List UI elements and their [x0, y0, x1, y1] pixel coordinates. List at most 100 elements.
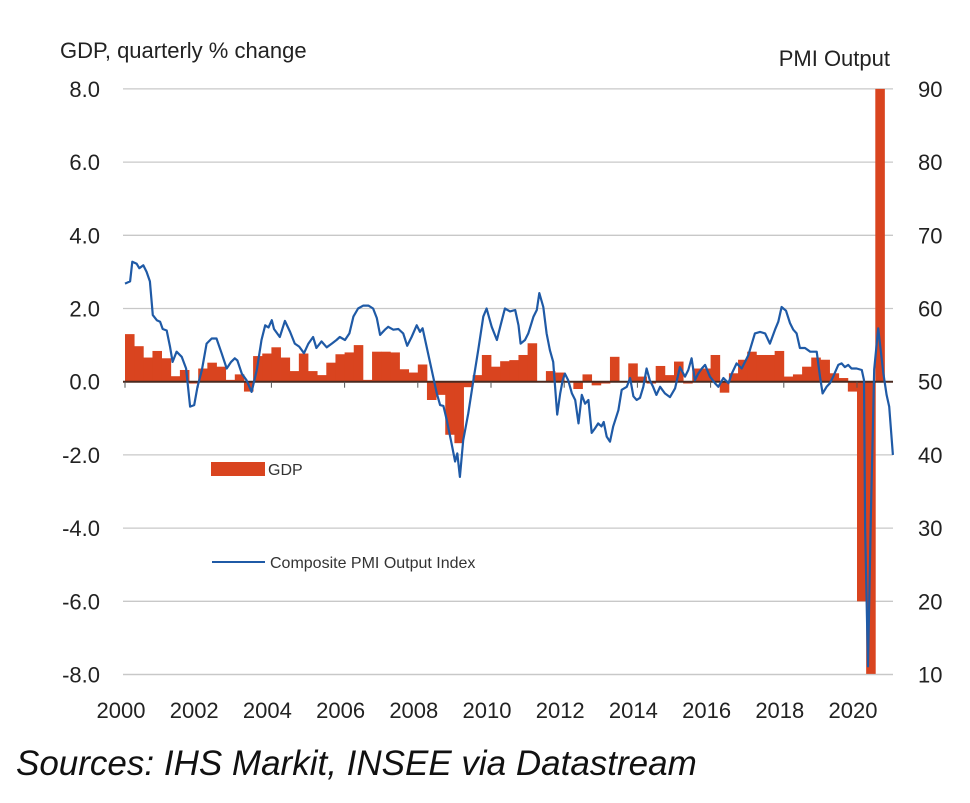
right-tick-labels: 90 80 70 60 50 40 30 20 10 — [918, 77, 942, 688]
gdp-bar — [820, 359, 830, 382]
gdp-bar — [719, 381, 730, 393]
gdp-bar — [628, 363, 638, 382]
legend-gdp-swatch — [211, 462, 265, 476]
gdp-bar — [134, 346, 144, 382]
gdp-bar — [527, 343, 538, 382]
gdp-bar — [811, 357, 821, 382]
gdp-bar — [756, 354, 766, 382]
gdp-bar — [125, 334, 135, 382]
gdp-bar — [857, 381, 867, 602]
gdp-bar — [637, 376, 647, 382]
legend-gdp-label: GDP — [268, 462, 303, 479]
gdp-bar — [518, 354, 528, 382]
gdp-bar — [802, 366, 812, 382]
left-tick-label: 4.0 — [69, 223, 100, 248]
gdp-bar — [170, 376, 181, 382]
left-tick-labels: 8.0 6.0 4.0 2.0 0.0 -2.0 -4.0 -6.0 -8.0 — [62, 77, 100, 688]
gdp-bar — [399, 369, 410, 382]
gdp-bar — [783, 376, 794, 382]
gdp-bar — [317, 375, 327, 382]
left-tick-label: -6.0 — [62, 589, 100, 614]
right-tick-label: 40 — [918, 443, 942, 468]
gdp-bar — [472, 375, 483, 382]
gdp-bar — [738, 359, 748, 382]
left-tick-label: -2.0 — [62, 443, 100, 468]
gdp-bar — [838, 378, 849, 382]
gdp-bar — [664, 375, 675, 382]
gdp-bar — [747, 351, 757, 382]
x-tick-label: 2010 — [463, 698, 512, 723]
gdp-bar — [829, 373, 840, 382]
x-tick-label: 2000 — [97, 698, 146, 723]
gdp-bar — [701, 368, 711, 382]
gdp-bar — [545, 371, 556, 382]
left-tick-label: 0.0 — [69, 370, 100, 395]
gdp-bar — [152, 350, 162, 382]
x-tick-label: 2008 — [389, 698, 438, 723]
pmi-line-group — [124, 260, 894, 668]
gdp-bar — [765, 354, 776, 382]
right-tick-label: 80 — [918, 150, 942, 175]
gdp-bar — [500, 361, 510, 382]
gdp-bar — [609, 356, 620, 382]
right-tick-label: 70 — [918, 223, 942, 248]
gridlines — [123, 88, 893, 676]
gdp-bar — [774, 350, 785, 382]
x-tick-label: 2018 — [755, 698, 804, 723]
gdp-bar — [161, 358, 172, 382]
left-tick-label: -8.0 — [62, 663, 100, 688]
gdp-bar — [463, 381, 474, 388]
gdp-bar — [207, 362, 217, 382]
gdp-bar — [408, 372, 419, 382]
gdp-bar — [454, 381, 464, 444]
gdp-bar — [344, 352, 355, 382]
source-note: Sources: IHS Markit, INSEE via Datastrea… — [16, 744, 697, 783]
gdp-bar — [234, 374, 245, 382]
left-axis-title: GDP, quarterly % change — [60, 38, 307, 63]
gdp-bar — [417, 364, 428, 382]
right-tick-label: 50 — [918, 370, 942, 395]
gdp-bar — [728, 373, 739, 382]
gdp-bar — [481, 354, 492, 382]
gdp-bar — [436, 381, 446, 395]
gdp-bar — [216, 366, 227, 382]
gdp-bar — [491, 366, 501, 382]
gdp-bar — [353, 345, 364, 382]
x-tick-labels: 2000 2002 2004 2006 2008 2010 2012 2014 2016 2018… — [97, 698, 878, 723]
x-tick-label: 2004 — [243, 698, 292, 723]
right-tick-label: 90 — [918, 77, 942, 102]
gdp-bar — [445, 381, 455, 435]
gdp-bar — [271, 347, 281, 382]
gdp-bar — [555, 372, 565, 382]
gdp-bar — [298, 353, 309, 382]
legend: GDP Composite PMI Output Index — [211, 462, 475, 572]
left-tick-label: -4.0 — [62, 516, 100, 541]
gdp-bar — [143, 357, 153, 382]
right-tick-label: 20 — [918, 589, 942, 614]
left-tick-label: 8.0 — [69, 77, 100, 102]
gdp-bar — [582, 374, 593, 382]
gdp-bar — [875, 88, 885, 382]
right-axis-title: PMI Output — [779, 46, 890, 71]
right-tick-label: 30 — [918, 516, 942, 541]
gdp-bar — [326, 362, 336, 382]
x-tick-label: 2002 — [170, 698, 219, 723]
legend-pmi-label: Composite PMI Output Index — [270, 555, 475, 572]
gdp-bar — [655, 365, 666, 382]
right-tick-label: 10 — [918, 663, 942, 688]
gdp-bar — [198, 368, 208, 382]
gdp-bar — [179, 369, 190, 382]
gdp-bar — [591, 381, 602, 386]
gdp-bar — [372, 351, 382, 382]
gdp-bar — [509, 360, 519, 382]
pmi-line — [124, 260, 894, 668]
gdp-bar — [335, 354, 345, 382]
gdp-bar — [262, 353, 272, 382]
left-tick-label: 6.0 — [69, 150, 100, 175]
gdp-bar — [280, 357, 291, 382]
x-tick-label: 2016 — [682, 698, 731, 723]
gdp-bar — [426, 381, 437, 400]
x-tick-label: 2006 — [316, 698, 365, 723]
gdp-bar — [847, 381, 858, 392]
